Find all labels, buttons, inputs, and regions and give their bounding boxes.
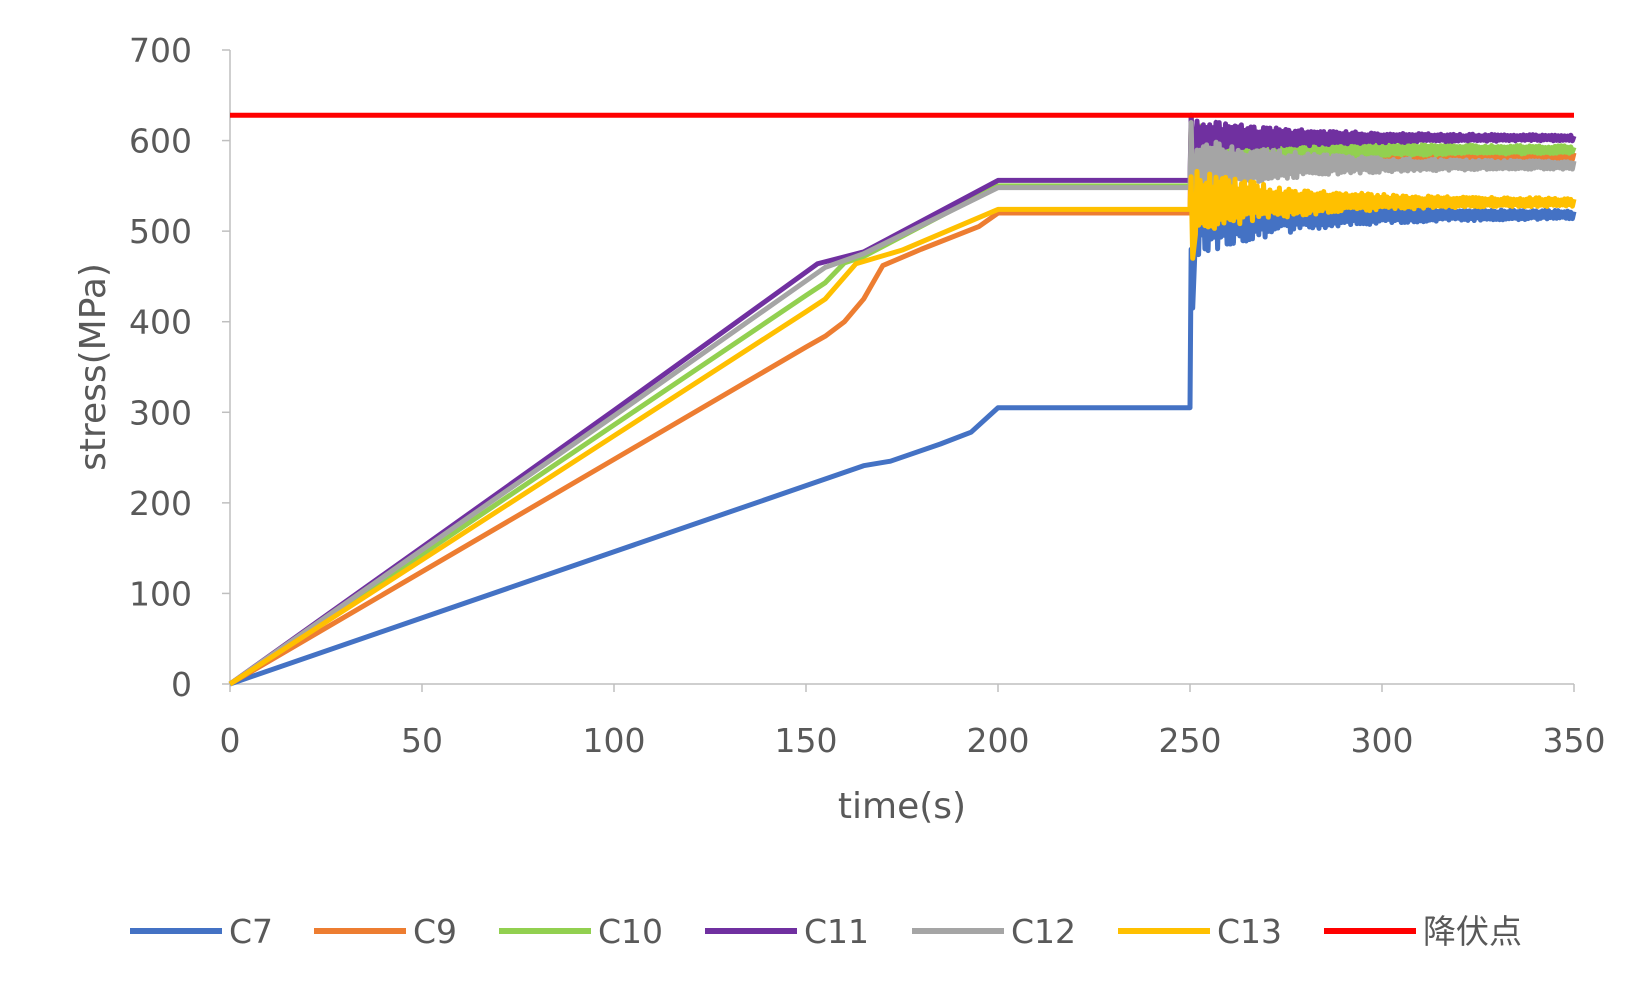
x-tick-label: 300 [1351,721,1414,760]
series-line-4 [228,112,1577,687]
series-line-6 [228,168,1577,687]
x-tick-label: 250 [1159,721,1222,760]
series-line-1 [229,174,1577,687]
series-layer [228,112,1577,687]
legend: C7 C9 C10 C11 C12 C13 降伏点 [130,912,1522,951]
x-tick-label: 50 [401,721,443,760]
y-tick-label: 100 [129,574,192,613]
y-tick-label: 500 [129,212,192,251]
x-ticks: 0 50 100 150 200 250 300 350 [220,684,1606,760]
legend-label-3: C10 [598,912,663,951]
y-tick-label: 600 [129,122,192,161]
legend-label-2: C9 [413,912,457,951]
y-tick-label: 400 [129,303,192,342]
y-tick-label: 200 [129,484,192,523]
series-line-5 [228,119,1577,687]
x-tick-label: 0 [220,721,241,760]
y-tick-label: 700 [129,31,192,70]
y-tick-label: 300 [129,393,192,432]
legend-label-5: C12 [1011,912,1076,951]
legend-label-7: 降伏点 [1423,912,1522,951]
x-tick-label: 200 [967,721,1030,760]
x-tick-label: 150 [775,721,838,760]
legend-label-6: C13 [1217,912,1282,951]
axes [229,50,1574,685]
y-axis-title: stress(MPa) [73,263,114,471]
legend-label-1: C7 [229,912,273,951]
y-tick-label: 0 [171,665,192,704]
legend-label-4: C11 [804,912,869,951]
y-ticks: 0 100 200 300 400 500 600 700 [129,31,230,704]
x-tick-label: 100 [583,721,646,760]
x-axis-title: time(s) [838,786,966,827]
x-tick-label: 350 [1543,721,1606,760]
